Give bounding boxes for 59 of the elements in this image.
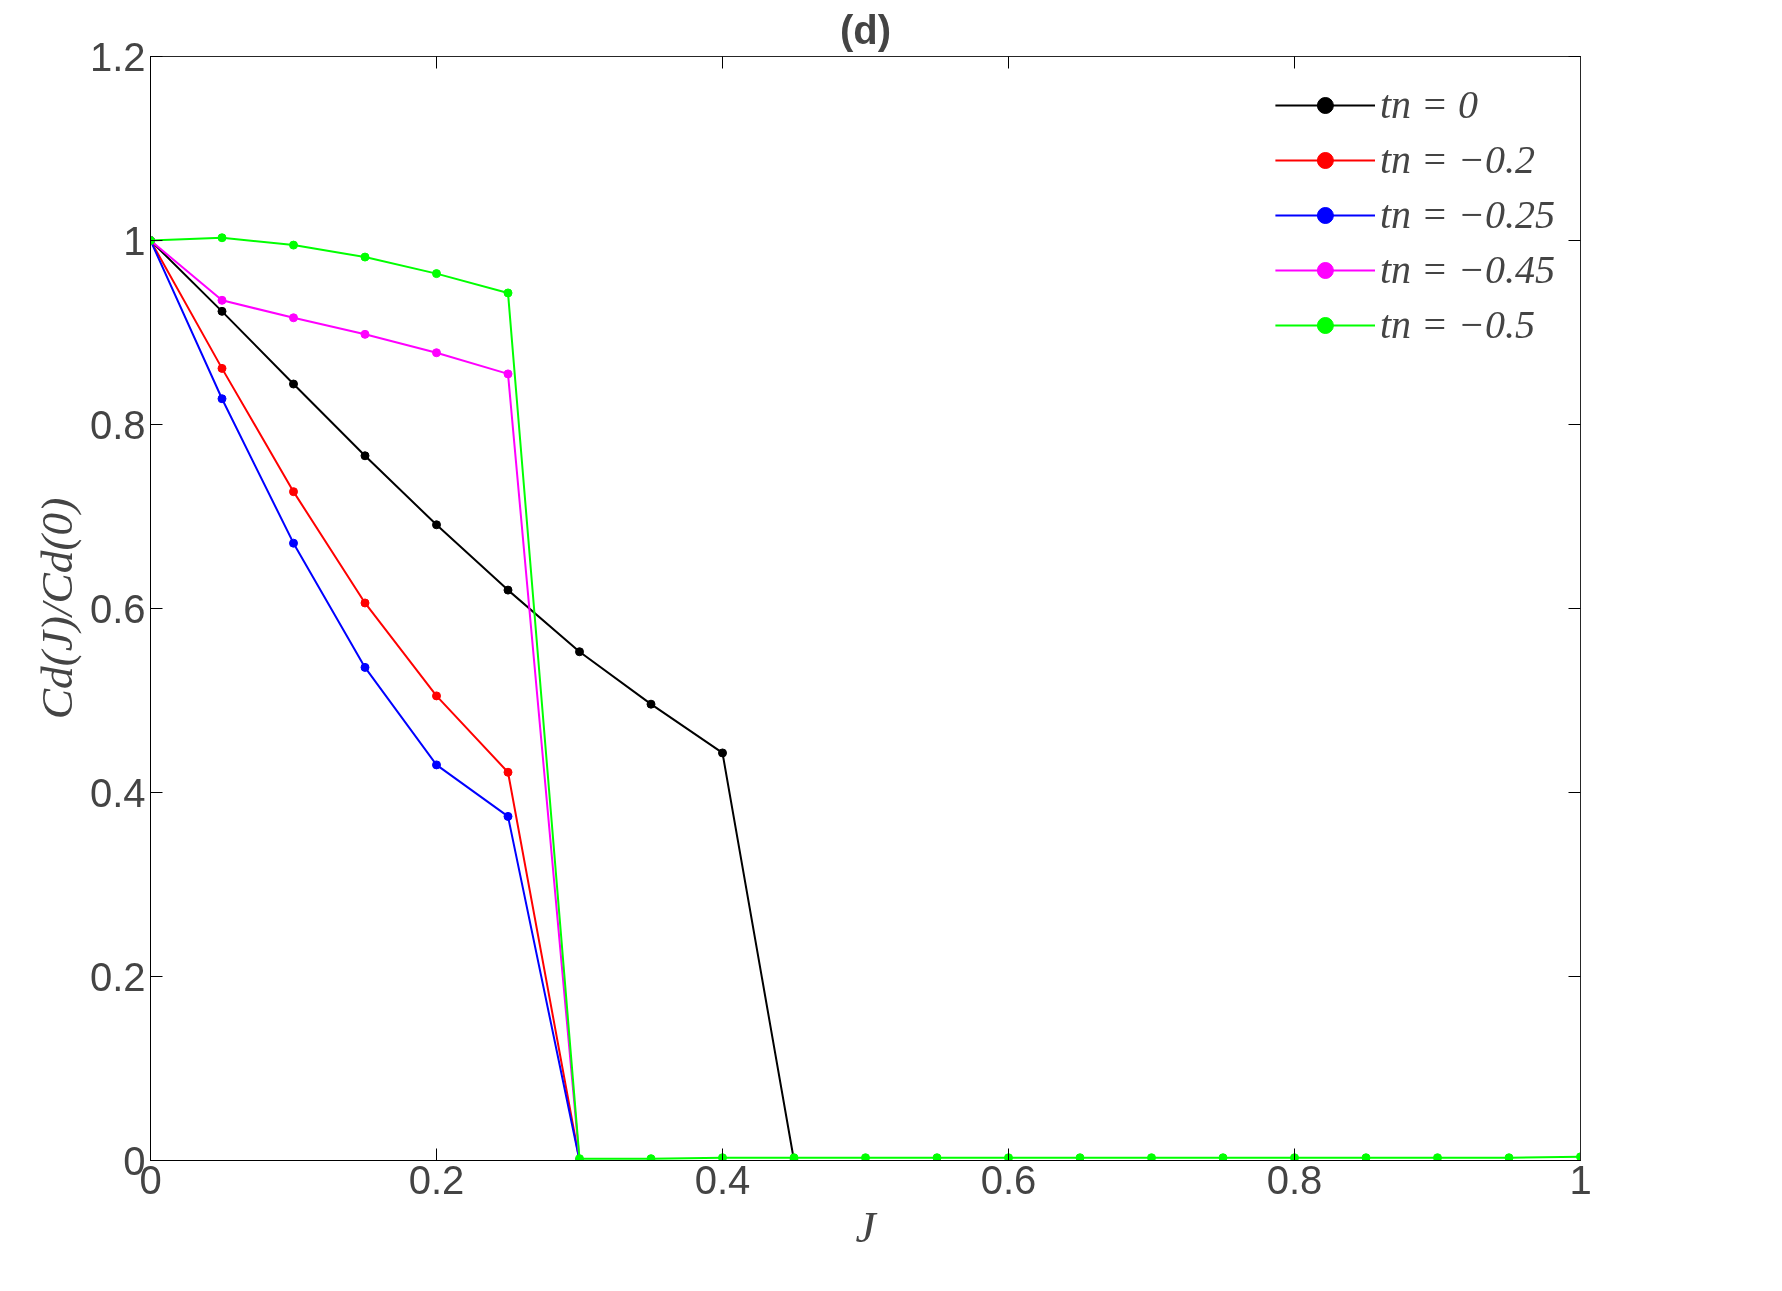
point	[360, 329, 370, 339]
point	[217, 306, 227, 316]
point	[360, 252, 370, 262]
point	[503, 369, 513, 379]
point	[289, 538, 298, 548]
point	[289, 379, 298, 389]
y-axis-title: Cd(J)/Cd(0)	[31, 497, 82, 720]
legend-label: tn = −0.45	[1379, 246, 1555, 293]
y-tick-label: 0.6	[89, 586, 146, 631]
legend-label: tn = −0.5	[1379, 301, 1535, 348]
x-tick-label: 0.8	[1266, 1157, 1323, 1202]
point	[432, 269, 441, 279]
point	[360, 598, 370, 608]
point	[646, 699, 656, 709]
point	[432, 760, 441, 770]
x-tick-label: 0.4	[694, 1157, 751, 1202]
point	[1361, 1153, 1371, 1161]
point	[217, 363, 227, 373]
y-tick-label: 1.2	[89, 34, 146, 79]
point	[432, 520, 441, 530]
point	[217, 233, 227, 243]
point	[217, 394, 227, 404]
point	[289, 487, 298, 497]
legend-label: tn = −0.25	[1379, 191, 1555, 238]
point	[360, 662, 370, 672]
point	[1218, 1153, 1228, 1161]
point	[1504, 1153, 1514, 1161]
y-tick-label: 1	[123, 218, 146, 263]
point	[1147, 1153, 1156, 1161]
point	[217, 295, 227, 305]
point	[1433, 1153, 1442, 1161]
point	[503, 288, 513, 298]
point	[503, 585, 513, 595]
y-tick-label: 0.2	[89, 954, 146, 999]
legend-label: tn = 0	[1379, 81, 1478, 128]
x-tick-label: 1	[1569, 1157, 1592, 1202]
point	[1075, 1153, 1085, 1161]
y-tick-label: 0.4	[89, 770, 146, 815]
x-tick-label: 0.2	[408, 1157, 465, 1202]
point	[503, 767, 513, 777]
point	[932, 1153, 942, 1161]
point	[360, 451, 370, 461]
point	[575, 647, 584, 657]
point	[646, 1154, 656, 1161]
chart-title: (d)	[839, 7, 892, 52]
point	[432, 348, 441, 358]
point	[1004, 1153, 1013, 1161]
x-axis-title: J	[855, 1201, 878, 1252]
point	[503, 811, 513, 821]
point	[861, 1153, 870, 1161]
point	[289, 313, 298, 323]
y-tick-label: 0.8	[89, 402, 146, 447]
point	[1290, 1153, 1299, 1161]
point	[718, 1153, 727, 1161]
point	[289, 240, 298, 250]
legend-label: tn = −0.2	[1379, 136, 1535, 183]
point	[432, 691, 441, 701]
x-tick-label: 0.6	[980, 1157, 1037, 1202]
point	[718, 748, 727, 758]
